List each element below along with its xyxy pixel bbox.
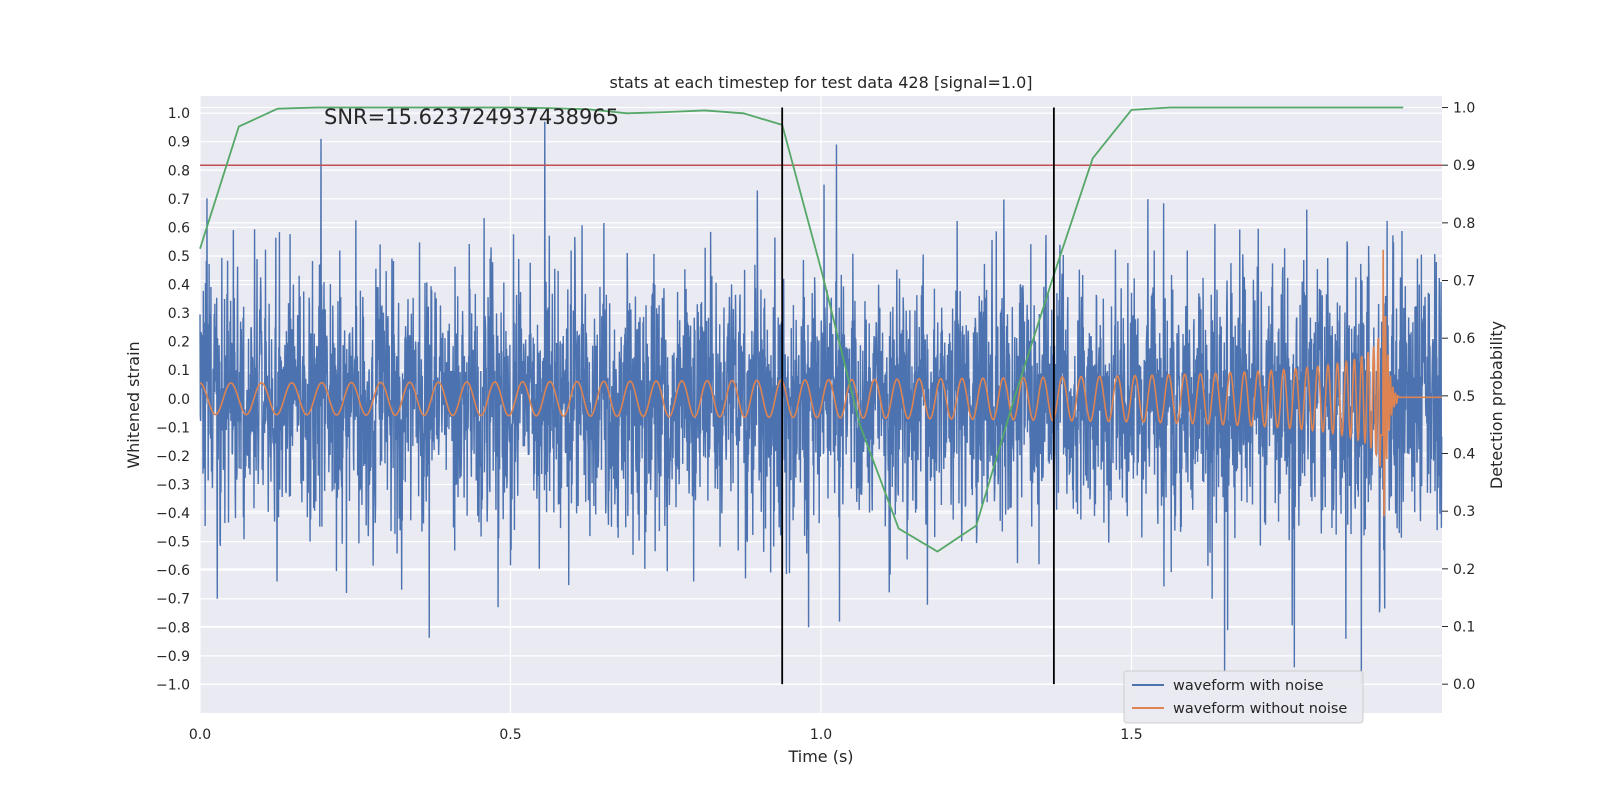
y-tick-label-18: 0.8 bbox=[168, 163, 190, 179]
x-tick-label-0: 0.0 bbox=[189, 727, 211, 743]
y-tick-label-3: −0.7 bbox=[156, 592, 190, 608]
legend: waveform with noise waveform without noi… bbox=[1123, 670, 1364, 724]
y2-tick-label-2: 0.2 bbox=[1453, 562, 1475, 578]
y2-tick-label-7: 0.7 bbox=[1453, 274, 1475, 290]
x-tick-label-1: 0.5 bbox=[499, 727, 521, 743]
y2-tick-label-1: 0.1 bbox=[1453, 620, 1475, 636]
y-axis-left: −1.0 −0.9 −0.8 −0.7 −0.6 −0.5 −0.4 −0.3 −0.2 −0.1… bbox=[156, 106, 190, 693]
probability-line bbox=[199, 106, 1404, 553]
y2-tick-label-6: 0.6 bbox=[1453, 331, 1475, 347]
y2-tick-label-4: 0.4 bbox=[1453, 447, 1475, 463]
y-tick-label-17: 0.7 bbox=[168, 192, 190, 208]
probability-series bbox=[199, 106, 1404, 553]
y-axis-label: Whitened strain bbox=[124, 341, 143, 468]
y-tick-label-15: 0.5 bbox=[168, 249, 190, 265]
y-tick-label-9: −0.1 bbox=[156, 420, 190, 436]
y2-tick-label-9: 0.9 bbox=[1453, 158, 1475, 174]
y-tick-label-0: −1.0 bbox=[156, 677, 190, 693]
y-tick-label-2: −0.8 bbox=[156, 620, 190, 636]
y-tick-label-13: 0.3 bbox=[168, 306, 190, 322]
y-tick-label-19: 0.9 bbox=[168, 135, 190, 151]
y-tick-label-20: 1.0 bbox=[168, 106, 190, 122]
y-tick-label-6: −0.4 bbox=[156, 506, 190, 522]
x-tick-label-3: 1.5 bbox=[1120, 727, 1142, 743]
y-tick-label-10: 0.0 bbox=[168, 392, 190, 408]
y2-axis-label: Detection probability bbox=[1487, 321, 1506, 489]
y-tick-label-8: −0.2 bbox=[156, 449, 190, 465]
snr-annotation: SNR=15.623724937438965 bbox=[324, 105, 619, 129]
y2-tick-label-5: 0.5 bbox=[1453, 389, 1475, 405]
x-axis-label: Time (s) bbox=[787, 747, 853, 766]
y2-tick-label-8: 0.8 bbox=[1453, 216, 1475, 232]
noise-waveform-line bbox=[199, 121, 1443, 685]
x-tick-label-2: 1.0 bbox=[810, 727, 832, 743]
y-tick-label-14: 0.4 bbox=[168, 278, 190, 294]
noise-series bbox=[199, 121, 1443, 685]
y-tick-label-11: 0.1 bbox=[168, 363, 190, 379]
clean-waveform-line bbox=[199, 249, 1442, 517]
y-tick-label-12: 0.2 bbox=[168, 335, 190, 351]
y-axis-right: 0.0 0.1 0.2 0.3 0.4 0.5 0.6 0.7 0.8 0.9 1.0 bbox=[1442, 101, 1475, 693]
chart-title: stats at each timestep for test data 428… bbox=[609, 73, 1032, 92]
legend-label-noise: waveform with noise bbox=[1173, 678, 1324, 694]
y2-tick-label-10: 1.0 bbox=[1453, 101, 1475, 117]
y-tick-label-4: −0.6 bbox=[156, 563, 190, 579]
y2-tick-label-0: 0.0 bbox=[1453, 677, 1475, 693]
y2-tick-label-3: 0.3 bbox=[1453, 504, 1475, 520]
vertical-markers bbox=[781, 107, 1055, 685]
y-tick-label-16: 0.6 bbox=[168, 220, 190, 236]
legend-label-clean: waveform without noise bbox=[1173, 701, 1347, 717]
legend-box bbox=[1123, 670, 1364, 724]
y-tick-label-7: −0.3 bbox=[156, 477, 190, 493]
y-tick-label-5: −0.5 bbox=[156, 535, 190, 551]
x-axis: 0.0 0.5 1.0 1.5 bbox=[189, 727, 1143, 743]
y-tick-label-1: −0.9 bbox=[156, 649, 190, 665]
clean-series bbox=[199, 249, 1442, 517]
